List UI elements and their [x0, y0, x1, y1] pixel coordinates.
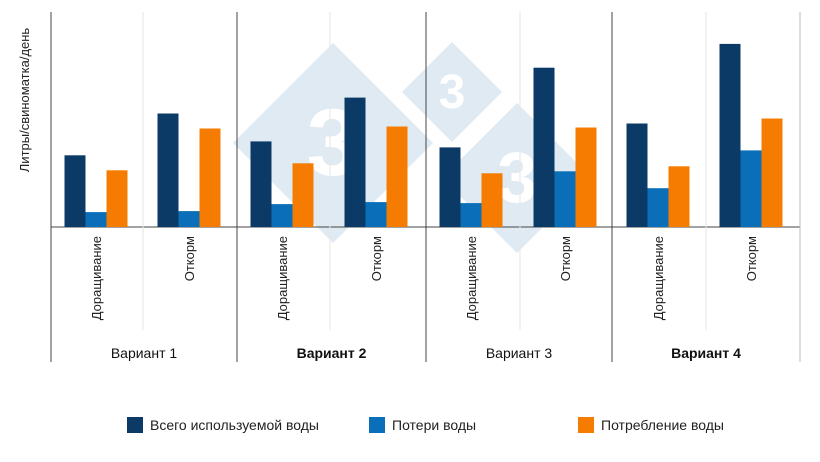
bar-s2-c2	[292, 163, 314, 227]
bar-s2-c5	[575, 127, 597, 227]
legend-swatch-losses	[369, 417, 385, 433]
bar-s1-c1	[178, 211, 200, 227]
bar-s0-c4	[439, 147, 461, 227]
bar-s1-c2	[271, 204, 293, 227]
bar-s1-c6	[647, 188, 669, 227]
bar-s1-c5	[554, 171, 576, 227]
bar-s0-c0	[64, 155, 86, 227]
legend-label-consumption: Потребление воды	[601, 417, 724, 433]
y-axis-label: Литры/свиноматка/день	[17, 28, 32, 173]
group-label-4: Вариант 4	[671, 345, 741, 361]
tick-label-3: Откорм	[369, 236, 384, 281]
bars	[64, 43, 783, 228]
legend-swatch-consumption	[578, 417, 594, 433]
watermark-diamond-top	[402, 42, 502, 142]
legend-item-total: Всего используемой воды	[127, 414, 319, 436]
group-label-3: Вариант 3	[486, 345, 553, 361]
legend-item-consumption: Потребление воды	[578, 414, 724, 436]
chart-frame	[50, 12, 801, 362]
group-label-1: Вариант 1	[111, 345, 178, 361]
bar-s2-c1	[199, 128, 221, 227]
bar-s1-c7	[740, 150, 762, 227]
tick-label-7: Откорм	[744, 236, 759, 281]
bar-s1-c4	[460, 203, 482, 227]
axis-labels: Литры/свиноматка/день Доращивание Откорм Ва…	[17, 28, 759, 361]
tick-label-5: Откорм	[558, 236, 573, 281]
bar-s2-c4	[481, 173, 503, 228]
watermark-diamond-right-text: 3	[497, 139, 537, 218]
watermark-diamond-left	[233, 43, 433, 243]
tick-label-2: Доращивание	[275, 236, 290, 320]
tick-label-4: Доращивание	[464, 236, 479, 320]
bar-s2-c6	[668, 166, 690, 227]
legend-label-losses: Потери воды	[392, 417, 477, 433]
bar-s0-c6	[626, 123, 648, 227]
bar-s1-c0	[85, 212, 107, 227]
bar-s2-c7	[761, 118, 783, 227]
legend-label-total: Всего используемой воды	[150, 417, 319, 433]
bar-s0-c5	[533, 67, 555, 227]
legend-swatch-total	[127, 417, 143, 433]
watermark-diamond-top-text: 3	[439, 66, 466, 119]
tick-label-1: Откорм	[182, 236, 197, 281]
bar-s0-c7	[719, 43, 741, 228]
bar-s1-c3	[365, 202, 387, 227]
tick-label-6: Доращивание	[651, 236, 666, 320]
legend-item-losses: Потери воды	[369, 414, 476, 436]
bar-s0-c3	[344, 97, 366, 227]
tick-label-0: Доращивание	[89, 236, 104, 320]
bar-s2-c0	[106, 170, 128, 227]
group-label-2: Вариант 2	[297, 345, 367, 361]
bar-s0-c1	[157, 113, 179, 227]
bar-s2-c3	[386, 126, 408, 227]
bar-s0-c2	[250, 141, 272, 227]
